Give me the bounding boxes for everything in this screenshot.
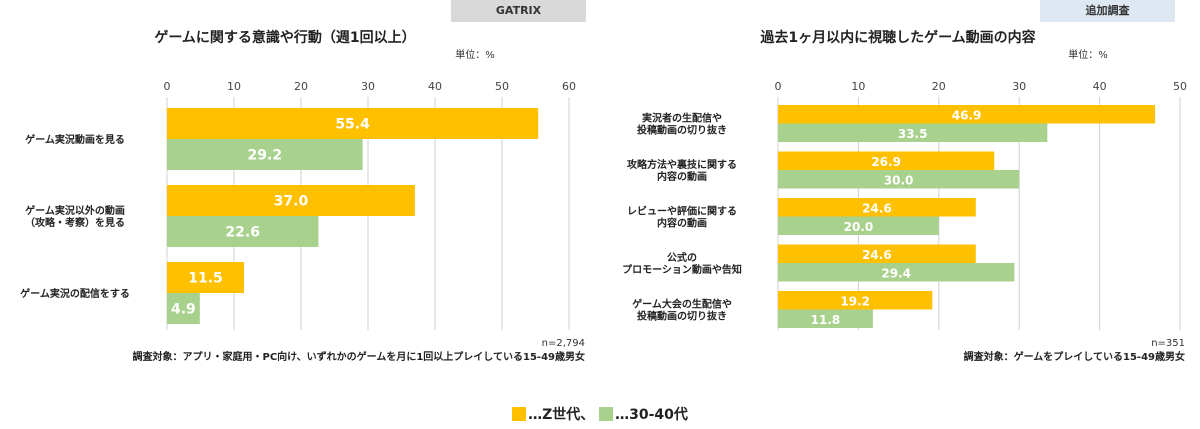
data-label: 33.5 <box>898 127 928 141</box>
data-label: 11.8 <box>811 313 841 327</box>
category-label: 投稿動画の切り抜き <box>637 310 727 323</box>
bar <box>778 291 933 310</box>
category-label: ゲーム実況の配信をする <box>20 287 130 300</box>
tick-label: 20 <box>294 80 308 93</box>
bar <box>778 151 995 170</box>
bar <box>167 216 319 247</box>
bar <box>778 105 1156 124</box>
sample-size: n=351 <box>1151 338 1185 349</box>
survey-note: 調査対象：アプリ・家庭用・PC向け、いずれかのゲームを月に1回以上プレイしている… <box>132 350 585 363</box>
bar <box>167 108 539 139</box>
chart-title: 過去1ヶ月以内に視聴したゲーム動画の内容 <box>759 29 1035 46</box>
tick-label: 50 <box>1173 80 1187 93</box>
bar <box>778 216 939 235</box>
data-label: 29.2 <box>248 148 283 164</box>
tick-label: 40 <box>1093 80 1107 93</box>
data-label: 11.5 <box>188 271 223 287</box>
data-label: 4.9 <box>171 302 196 318</box>
category-label: 投稿動画の切り抜き <box>637 124 727 137</box>
legend: …Z世代、 …30-40代 <box>0 404 1200 424</box>
bar <box>778 309 873 328</box>
legend-label-older: …30-40代 <box>615 407 688 423</box>
bar <box>778 263 1015 282</box>
data-label: 46.9 <box>952 108 982 122</box>
data-label: 30.0 <box>884 173 914 187</box>
bar <box>167 293 200 324</box>
data-label: 55.4 <box>335 117 370 133</box>
source-tag-gatrix: GATRIX <box>451 0 586 22</box>
category-label: （攻略・考察）を見る <box>25 216 125 229</box>
category-label: ゲーム大会の生配信や <box>632 298 732 311</box>
data-label: 37.0 <box>274 194 309 210</box>
tick-label: 30 <box>361 80 375 93</box>
category-label: ゲーム実況動画を見る <box>25 133 125 146</box>
bar <box>778 123 1048 142</box>
category-label: プロモーション動画や告知 <box>622 263 742 276</box>
bar <box>167 262 245 293</box>
data-label: 29.4 <box>881 266 911 280</box>
category-label: 内容の動画 <box>657 217 707 230</box>
category-label: レビューや評価に関する <box>627 205 737 218</box>
tick-label: 50 <box>495 80 509 93</box>
tick-label: 10 <box>851 80 865 93</box>
bar <box>778 244 976 263</box>
category-label: 公式の <box>667 251 697 264</box>
bar <box>778 198 976 217</box>
unit-label: 単位：% <box>1068 48 1108 61</box>
data-label: 24.6 <box>862 248 892 262</box>
chart-title: ゲームに関する意識や行動（週1回以上） <box>154 29 415 46</box>
survey-note: 調査対象：ゲームをプレイしている15-49歳男女 <box>964 350 1185 363</box>
data-label: 26.9 <box>871 155 901 169</box>
tick-label: 20 <box>932 80 946 93</box>
category-label: 実況者の生配信や <box>642 112 722 125</box>
category-label: ゲーム実況以外の動画 <box>25 204 125 217</box>
tick-label: 0 <box>775 80 782 93</box>
tick-label: 0 <box>164 80 171 93</box>
data-label: 19.2 <box>840 294 870 308</box>
data-label: 22.6 <box>225 225 260 241</box>
legend-swatch-older <box>599 407 614 421</box>
data-label: 20.0 <box>844 220 874 234</box>
legend-swatch-z <box>512 407 527 421</box>
sample-size: n=2,794 <box>542 338 585 349</box>
unit-label: 単位：% <box>455 48 495 61</box>
tick-label: 10 <box>227 80 241 93</box>
category-label: 攻略方法や裏技に関する <box>627 158 737 171</box>
tick-label: 60 <box>562 80 576 93</box>
bar <box>167 185 415 216</box>
source-tag-additional-survey: 追加調査 <box>1040 0 1175 22</box>
legend-label-z: …Z世代、 <box>528 407 595 423</box>
tick-label: 30 <box>1012 80 1026 93</box>
bar <box>167 139 363 170</box>
data-label: 24.6 <box>862 201 892 215</box>
chart-game-awareness: ゲームに関する意識や行動（週1回以上） 単位：% 0 10 20 30 40 50 60 55.4… <box>20 29 585 363</box>
category-label: 内容の動画 <box>657 170 707 183</box>
tick-label: 40 <box>428 80 442 93</box>
bar <box>778 170 1020 189</box>
